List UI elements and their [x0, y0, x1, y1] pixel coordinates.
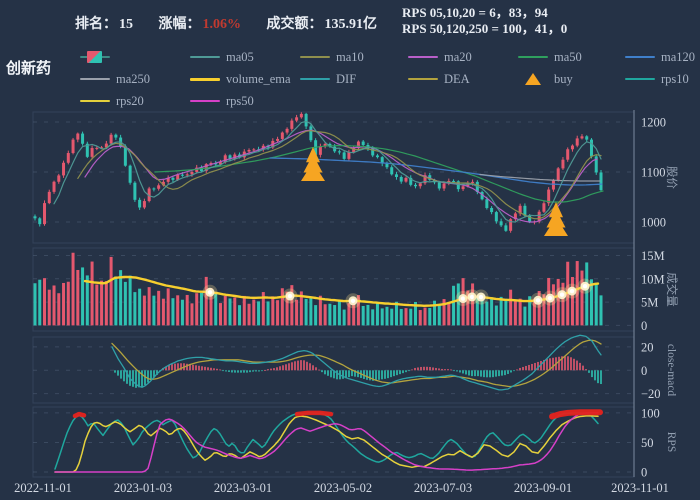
legend-label: DEA	[444, 71, 470, 86]
legend-item-ma05[interactable]: ma05	[190, 50, 254, 64]
price-panel	[33, 112, 604, 236]
svg-text:close-macd: close-macd	[665, 344, 677, 397]
svg-text:15M: 15M	[641, 249, 665, 263]
turnover-label: 成交额：	[266, 17, 323, 32]
line-swatch-icon	[80, 95, 110, 107]
rps-readout-line2: RPS 50,120,250 = 100，41，0	[402, 21, 568, 36]
legend-item-ma120[interactable]: ma120	[625, 50, 695, 64]
svg-text:股价: 股价	[665, 166, 678, 189]
legend-label: rps10	[661, 71, 689, 86]
change-value: 1.06%	[202, 17, 242, 32]
svg-text:0: 0	[641, 465, 647, 479]
svg-text:2023-03-01: 2023-03-01	[214, 481, 272, 495]
legend-label: ma120	[661, 49, 696, 64]
svg-text:1000: 1000	[641, 216, 666, 230]
line-swatch-icon	[408, 51, 438, 63]
svg-text:2023-09-01: 2023-09-01	[514, 481, 572, 495]
header-stats: 排名： 15 涨幅： 1.06% 成交额： 135.91亿	[75, 13, 377, 33]
legend-label: rps50	[226, 93, 254, 108]
rps-readout: RPS 05,10,20 = 6，83，94 RPS 50,120,250 = …	[402, 5, 567, 37]
line-swatch-icon	[190, 95, 220, 107]
line-swatch-icon	[625, 51, 655, 63]
legend-item-rps20[interactable]: rps20	[80, 94, 144, 108]
legend-item-ma250[interactable]: ma250	[80, 72, 150, 86]
svg-text:2023-01-03: 2023-01-03	[114, 481, 172, 495]
volume-panel	[33, 252, 603, 326]
svg-text:−20: −20	[641, 387, 661, 401]
rank-label: 排名：	[75, 17, 117, 32]
legend-label: rps20	[116, 93, 144, 108]
buy-triangle-icon	[518, 73, 548, 85]
turnover-value: 135.91亿	[324, 17, 378, 32]
line-swatch-icon	[190, 73, 220, 85]
svg-text:20: 20	[641, 340, 654, 354]
macd-panel	[111, 334, 602, 391]
svg-text:100: 100	[641, 406, 660, 420]
legend-label: ma10	[336, 49, 364, 64]
svg-text:2023-07-03: 2023-07-03	[414, 481, 472, 495]
line-swatch-icon	[408, 73, 438, 85]
legend-label: ma250	[116, 71, 151, 86]
change-label: 涨幅：	[158, 17, 201, 32]
legend-label: DIF	[336, 71, 357, 86]
line-swatch-icon	[300, 51, 330, 63]
svg-text:50: 50	[641, 436, 654, 450]
svg-text:0: 0	[641, 319, 647, 333]
line-swatch-icon	[518, 51, 548, 63]
line-swatch-icon	[300, 73, 330, 85]
page-title: 创新药	[6, 60, 52, 77]
legend-label: buy	[554, 71, 573, 86]
legend-item-rps10[interactable]: rps10	[625, 72, 689, 86]
candlestick-icon	[80, 51, 110, 63]
legend-item-DIF[interactable]: DIF	[300, 72, 356, 86]
svg-text:2023-05-02: 2023-05-02	[314, 481, 372, 495]
legend-label: ma20	[444, 49, 472, 64]
buy-marker-icon	[301, 147, 325, 181]
legend-label: volume_ema	[226, 71, 291, 86]
legend-item-ma10[interactable]: ma10	[300, 50, 364, 64]
legend-item-volume_ema[interactable]: volume_ema	[190, 72, 291, 86]
legend-item-rps50[interactable]: rps50	[190, 94, 254, 108]
line-swatch-icon	[80, 73, 110, 85]
svg-text:1200: 1200	[641, 116, 666, 130]
svg-text:成交量: 成交量	[665, 272, 679, 307]
legend-item-ma20[interactable]: ma20	[408, 50, 472, 64]
legend-item-ma50[interactable]: ma50	[518, 50, 582, 64]
line-swatch-icon	[625, 73, 655, 85]
svg-text:0: 0	[641, 364, 647, 378]
rps-readout-line1: RPS 05,10,20 = 6，83，94	[402, 5, 548, 20]
legend-item-kline[interactable]	[80, 50, 110, 64]
svg-text:10M: 10M	[641, 272, 665, 286]
svg-text:5M: 5M	[641, 296, 658, 310]
legend-label: ma50	[554, 49, 582, 64]
buy-marker-icon	[544, 202, 568, 236]
rps-panel	[54, 409, 603, 473]
legend-label: ma05	[226, 49, 254, 64]
svg-text:2022-11-01: 2022-11-01	[14, 481, 72, 495]
legend-item-DEA[interactable]: DEA	[408, 72, 470, 86]
rank-value: 15	[119, 17, 133, 32]
svg-text:1100: 1100	[641, 166, 666, 180]
legend-item-buy[interactable]: buy	[518, 72, 573, 86]
line-swatch-icon	[190, 51, 220, 63]
svg-text:2023-11-01: 2023-11-01	[611, 481, 669, 495]
svg-text:RPS: RPS	[665, 432, 677, 452]
